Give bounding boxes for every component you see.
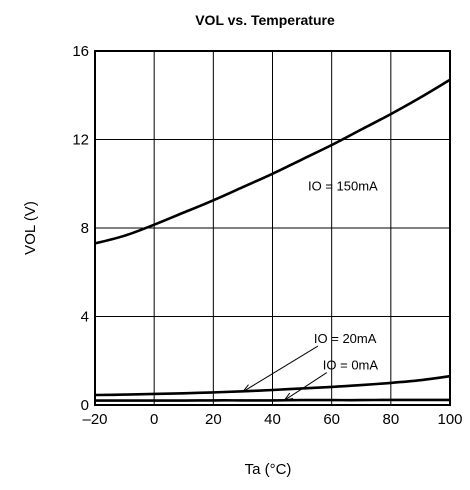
y-axis-label: VOL (V) [22,201,39,255]
y-tick-label: 12 [72,132,89,149]
annotation-label: IO = 20mA [314,331,377,346]
plot-frame [94,50,451,406]
annotation-pointer [242,345,319,393]
x-tick-label: 60 [323,411,340,428]
annotation-label: IO = 150mA [308,178,378,193]
series-group [94,78,451,402]
series-line-0 [94,78,451,245]
x-tick-label: 20 [205,411,222,428]
y-tick-label: 8 [81,220,89,237]
series-line-1 [94,374,451,397]
y-tick-label: 0 [81,397,89,414]
x-tick-label: –20 [82,411,107,428]
annotation-pointer [284,372,328,401]
y-tick-label: 16 [72,43,89,60]
x-tick-label: 80 [382,411,399,428]
x-tick-label: 40 [264,411,281,428]
x-axis-label: Ta (°C) [245,461,292,478]
annotation-label: IO = 0mA [323,358,379,373]
x-tick-label: 0 [150,411,158,428]
grid [95,51,450,405]
annotation-arrowhead [283,392,294,402]
annotations: IO = 150mA IO = 20mA IO = 0mA [241,178,379,402]
series-line-2 [95,398,450,402]
annotation-arrowhead [241,384,252,393]
chart-title: VOL vs. Temperature [195,12,335,28]
x-tick-label: 100 [437,411,462,428]
y-tick-label: 4 [81,309,89,326]
